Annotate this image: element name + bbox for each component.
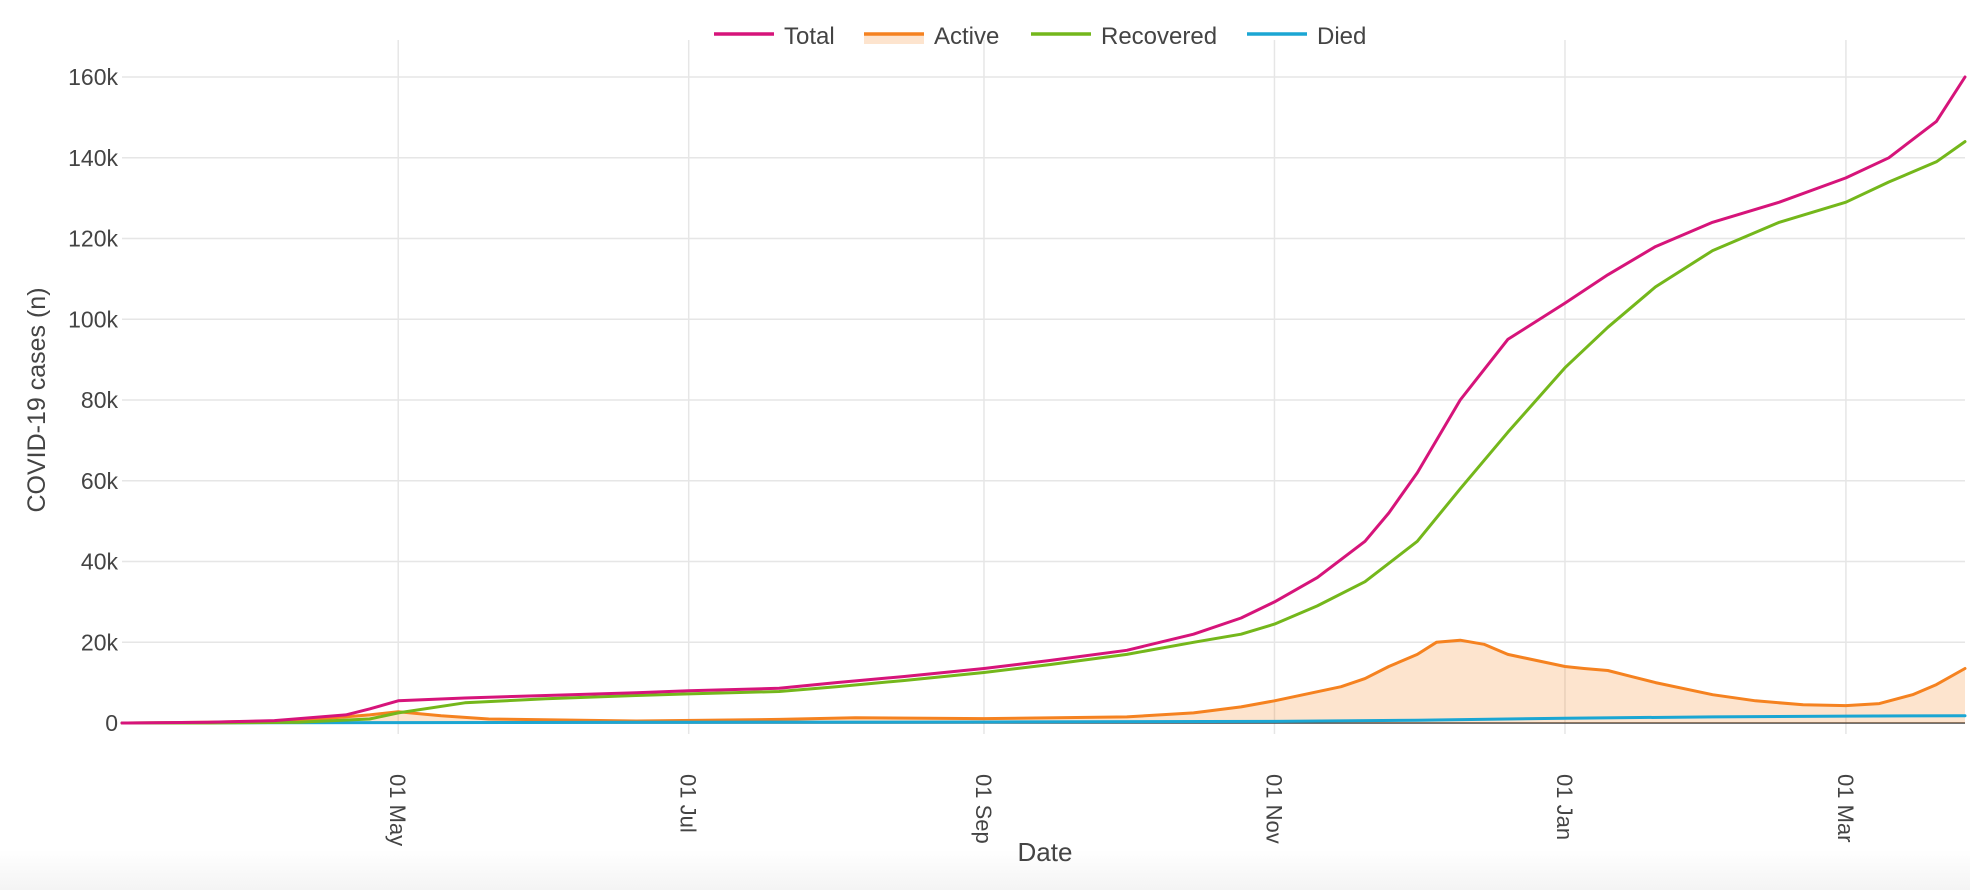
x-axis-title: Date [1018, 837, 1073, 867]
axis-layer: 0 20k 40k 60k 80k 100k 120k 140k 160k 01 May 01 Ju… [68, 64, 1858, 846]
x-tick-label: 01 Sep [971, 774, 996, 844]
y-tick-label: 0 [105, 710, 118, 736]
grid-layer [122, 40, 1965, 734]
legend-item-recovered[interactable]: Recovered [1031, 23, 1217, 50]
legend-label: Recovered [1101, 23, 1217, 50]
legend[interactable]: Total Active Recovered Died [714, 23, 1366, 50]
x-tick-label: 01 Jan [1552, 774, 1577, 840]
series-line-total[interactable] [120, 75, 1967, 725]
y-tick-label: 60k [81, 468, 119, 494]
legend-item-total[interactable]: Total [714, 23, 835, 50]
series-line-died[interactable] [120, 714, 1967, 725]
y-tick-label: 80k [81, 387, 119, 413]
y-tick-label: 100k [68, 306, 118, 332]
y-axis-title: COVID-19 cases (n) [23, 287, 51, 512]
x-tick-label: 01 Nov [1261, 774, 1286, 844]
y-tick-label: 40k [81, 549, 119, 575]
legend-swatch-fill [864, 34, 924, 44]
y-tick-label: 140k [68, 145, 118, 171]
series-line-recovered[interactable] [120, 140, 1967, 725]
legend-label: Died [1317, 23, 1366, 50]
y-tick-label: 160k [68, 64, 118, 90]
series-line-active[interactable] [120, 638, 1967, 725]
x-tick-label: 01 May [385, 774, 410, 846]
y-tick-label: 20k [81, 629, 119, 655]
x-tick-label: 01 Mar [1833, 774, 1858, 842]
legend-label: Active [934, 23, 999, 50]
y-tick-label: 120k [68, 226, 118, 252]
legend-item-active[interactable]: Active [864, 23, 999, 50]
legend-item-died[interactable]: Died [1247, 23, 1366, 50]
legend-label: Total [784, 23, 835, 50]
series-area-active [122, 640, 1965, 723]
x-tick-label: 01 Jul [676, 774, 701, 833]
series-layer [120, 75, 1967, 725]
